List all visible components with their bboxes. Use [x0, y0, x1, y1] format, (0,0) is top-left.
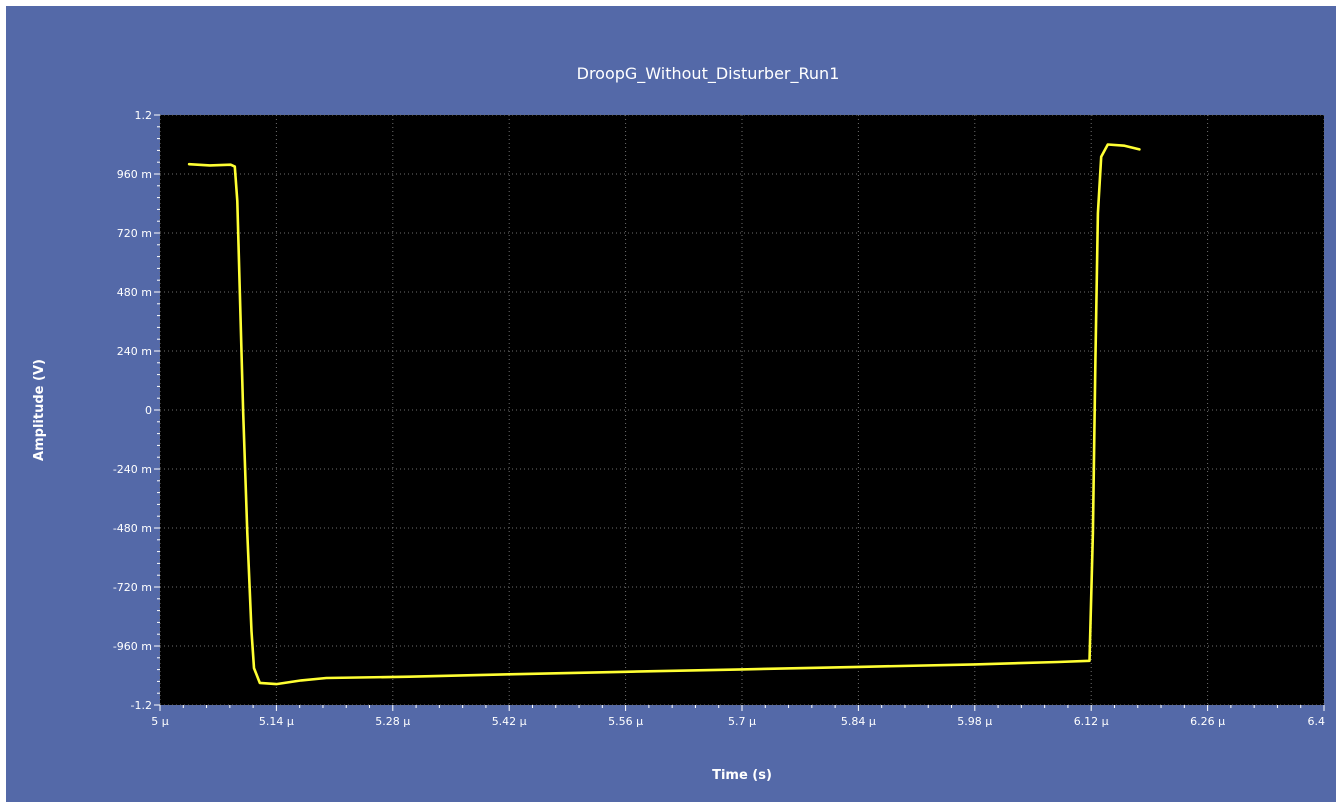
x-axis-title: Time (s) [712, 768, 772, 783]
x-tick-label: 5.84 µ [841, 715, 876, 728]
axis-ticks [154, 114, 1325, 711]
y-tick-labels: 1.2 960 m 720 m 480 m 240 m 0 -240 m -480 m -720… [113, 109, 152, 712]
x-tick-label: 5.7 µ [728, 715, 756, 728]
x-tick-label: 6.4 [1308, 715, 1326, 728]
y-tick-label: 720 m [117, 227, 152, 240]
y-tick-label: -1.2 [131, 699, 152, 712]
y-tick-label: 240 m [117, 345, 152, 358]
y-tick-label: -240 m [113, 463, 152, 476]
x-tick-label: 5.42 µ [492, 715, 527, 728]
y-tick-label: -720 m [113, 581, 152, 594]
y-tick-label: 1.2 [135, 109, 153, 122]
x-tick-label: 5 µ [151, 715, 169, 728]
y-tick-label: 0 [145, 404, 152, 417]
x-tick-label: 6.12 µ [1074, 715, 1109, 728]
waveform-chart: DroopG_Without_Disturber_Run1 1.2 960 m 72… [32, 64, 1325, 783]
x-tick-labels: 5 µ 5.14 µ 5.28 µ 5.42 µ 5.56 µ 5.7 µ 5.84 µ 5.… [151, 715, 1325, 728]
y-tick-label: -480 m [113, 522, 152, 535]
y-tick-label: 960 m [117, 168, 152, 181]
x-tick-label: 6.26 µ [1190, 715, 1225, 728]
x-tick-label: 5.56 µ [608, 715, 643, 728]
x-tick-label: 5.28 µ [375, 715, 410, 728]
chart-title: DroopG_Without_Disturber_Run1 [577, 64, 840, 84]
y-tick-label: -960 m [113, 640, 152, 653]
y-axis-title: Amplitude (V) [32, 359, 47, 461]
x-tick-label: 5.14 µ [259, 715, 294, 728]
plot-area [160, 115, 1324, 705]
y-tick-label: 480 m [117, 286, 152, 299]
chart-panel: DroopG_Without_Disturber_Run1 1.2 960 m 72… [6, 6, 1336, 802]
series-trace [187, 143, 1141, 686]
x-tick-label: 5.98 µ [957, 715, 992, 728]
